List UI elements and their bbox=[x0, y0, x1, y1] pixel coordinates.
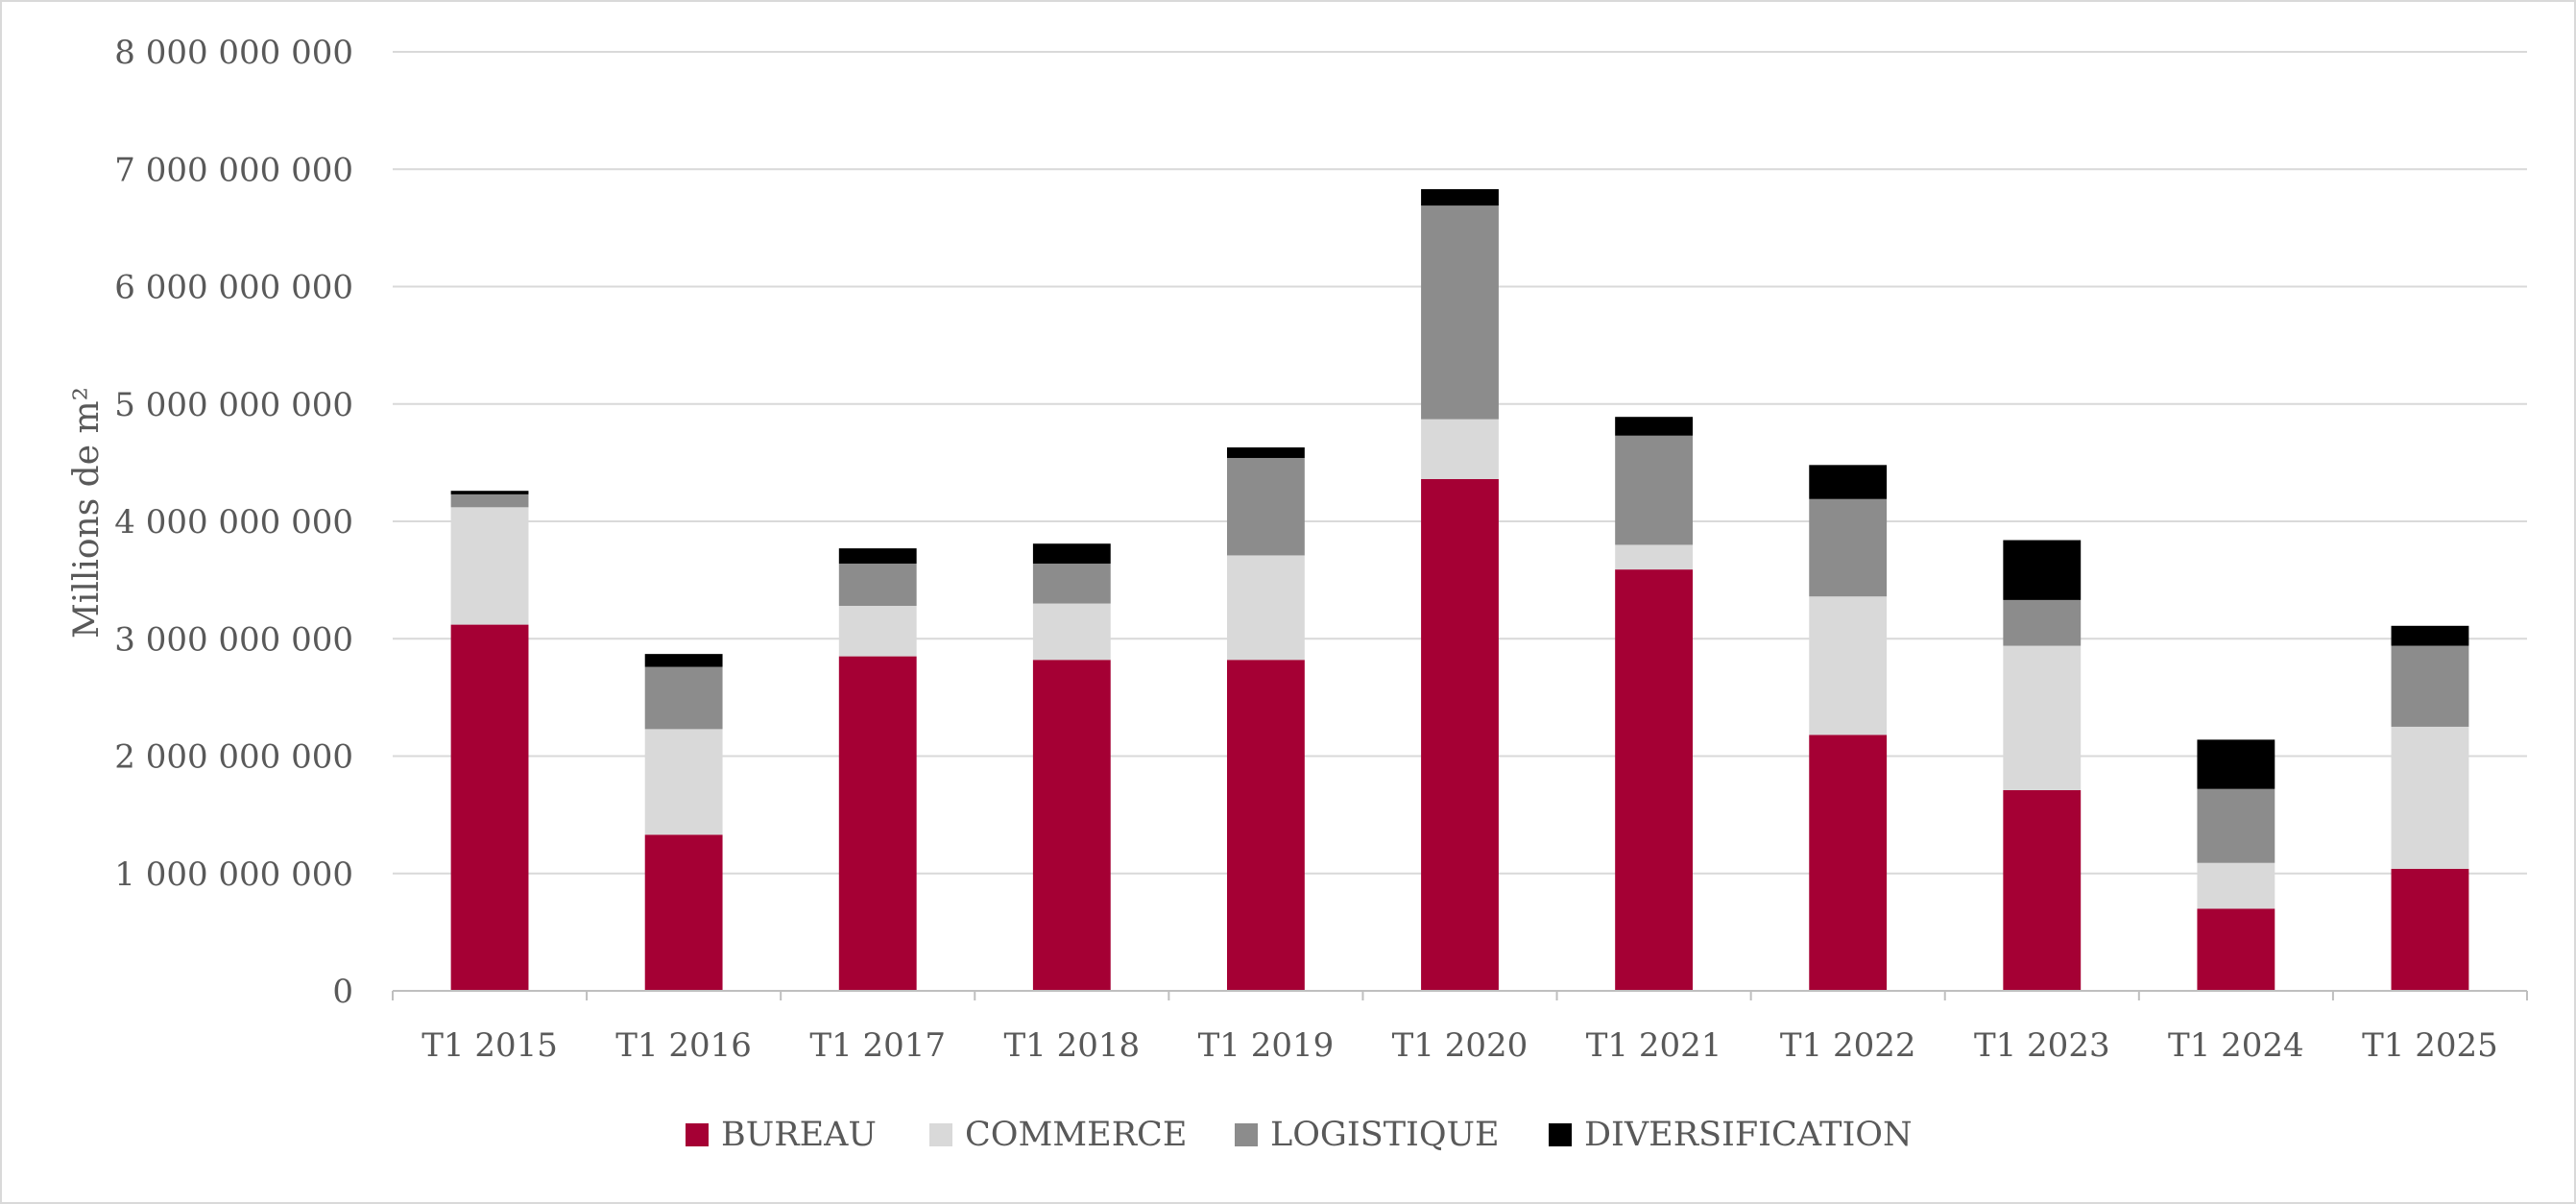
bar-segment-diversification bbox=[1226, 446, 1305, 458]
bar-segment-commerce bbox=[1615, 544, 1694, 570]
bar-segment-logistique bbox=[1809, 498, 1888, 597]
legend-swatch bbox=[686, 1123, 709, 1146]
x-tick-label: T1 2020 bbox=[1392, 1026, 1529, 1065]
bar-segment-diversification bbox=[1809, 465, 1888, 499]
y-tick-label: 6 000 000 000 bbox=[114, 269, 353, 307]
bar-segment-bureau bbox=[1421, 478, 1499, 991]
bar-segment-bureau bbox=[838, 656, 917, 991]
bar-segment-logistique bbox=[644, 666, 723, 730]
y-tick-label: 3 000 000 000 bbox=[114, 620, 353, 659]
x-tick-label: T1 2021 bbox=[1586, 1026, 1722, 1065]
legend-label: LOGISTIQUE bbox=[1270, 1116, 1500, 1154]
legend-item-bureau: BUREAU bbox=[686, 1116, 877, 1154]
legend-swatch bbox=[929, 1123, 952, 1146]
bar-segment-diversification bbox=[838, 548, 917, 565]
bar-segment-bureau bbox=[2197, 908, 2275, 991]
x-tick-label: T1 2024 bbox=[2168, 1026, 2304, 1065]
bars bbox=[450, 189, 2469, 991]
legend-item-commerce: COMMERCE bbox=[929, 1116, 1187, 1154]
y-tick-label: 5 000 000 000 bbox=[114, 386, 353, 424]
y-tick-label: 7 000 000 000 bbox=[114, 151, 353, 189]
bar-segment-diversification bbox=[2197, 739, 2275, 789]
bar-segment-bureau bbox=[450, 624, 529, 991]
bar-segment-commerce bbox=[450, 507, 529, 625]
legend-item-logistique: LOGISTIQUE bbox=[1235, 1116, 1500, 1154]
y-tick-label: 0 bbox=[332, 973, 353, 1011]
x-tick-label: T1 2025 bbox=[2362, 1026, 2498, 1065]
bar-segment-commerce bbox=[1032, 603, 1111, 661]
bar-segment-commerce bbox=[2003, 645, 2082, 790]
bar-segment-commerce bbox=[644, 729, 723, 835]
bar-segment-logistique bbox=[1226, 457, 1305, 556]
bar-segment-logistique bbox=[2003, 599, 2082, 646]
legend-item-diversification: DIVERSIFICATION bbox=[1549, 1116, 1913, 1154]
bar-segment-bureau bbox=[1615, 569, 1694, 991]
bar-segment-commerce bbox=[1421, 419, 1499, 479]
bar-segment-logistique bbox=[450, 494, 529, 508]
bar-segment-bureau bbox=[2003, 789, 2082, 991]
x-tick-label: T1 2023 bbox=[1974, 1026, 2110, 1065]
y-tick-label: 1 000 000 000 bbox=[114, 855, 353, 894]
bar-segment-commerce bbox=[838, 606, 917, 657]
x-tick-label: T1 2019 bbox=[1198, 1026, 1335, 1065]
y-axis-title: Millions de m² bbox=[67, 387, 107, 638]
bar-segment-bureau bbox=[2391, 868, 2469, 991]
bar-segment-diversification bbox=[450, 491, 529, 494]
bar-segment-bureau bbox=[1226, 660, 1305, 991]
x-axis-ticks: T1 2015 T1 2016 T1 2017 T1 2018 T1 2019 T1 20… bbox=[421, 1026, 2498, 1065]
bar-segment-commerce bbox=[1226, 555, 1305, 661]
legend-swatch bbox=[1549, 1123, 1572, 1146]
bar-segment-diversification bbox=[1615, 417, 1694, 436]
legend-label: DIVERSIFICATION bbox=[1584, 1116, 1913, 1154]
y-axis-ticks: 0 1 000 000 000 2 000 000 000 3 000 000 000… bbox=[114, 34, 353, 1011]
x-tick-label: T1 2018 bbox=[1003, 1026, 1140, 1065]
bar-segment-logistique bbox=[2197, 788, 2275, 863]
bar-segment-commerce bbox=[1809, 596, 1888, 735]
y-tick-label: 8 000 000 000 bbox=[114, 34, 353, 72]
bar-segment-commerce bbox=[2197, 862, 2275, 909]
bar-segment-diversification bbox=[644, 654, 723, 667]
legend: BUREAU COMMERCE LOGISTIQUE DIVERSIFICATION bbox=[686, 1116, 1913, 1154]
x-tick-label: T1 2015 bbox=[421, 1026, 558, 1065]
y-tick-label: 2 000 000 000 bbox=[114, 738, 353, 777]
bar-segment-diversification bbox=[2391, 625, 2469, 646]
legend-label: BUREAU bbox=[721, 1116, 877, 1154]
bar-segment-logistique bbox=[1421, 205, 1499, 420]
y-tick-label: 4 000 000 000 bbox=[114, 503, 353, 542]
x-tick-label: T1 2022 bbox=[1780, 1026, 1916, 1065]
bar-segment-logistique bbox=[1032, 564, 1111, 604]
bar-segment-bureau bbox=[1809, 734, 1888, 991]
x-tick-label: T1 2016 bbox=[615, 1026, 752, 1065]
legend-label: COMMERCE bbox=[965, 1116, 1187, 1154]
legend-swatch bbox=[1235, 1123, 1258, 1146]
bar-segment-commerce bbox=[2391, 726, 2469, 869]
x-tick-label: T1 2017 bbox=[809, 1026, 946, 1065]
x-axis bbox=[392, 990, 2528, 1000]
bar-segment-bureau bbox=[644, 834, 723, 991]
bar-segment-diversification bbox=[2003, 540, 2082, 600]
bar-segment-bureau bbox=[1032, 660, 1111, 991]
bar-segment-diversification bbox=[1421, 189, 1499, 206]
bar-segment-logistique bbox=[2391, 645, 2469, 727]
bar-segment-logistique bbox=[838, 564, 917, 607]
bar-segment-logistique bbox=[1615, 435, 1694, 545]
bar-segment-diversification bbox=[1032, 543, 1111, 565]
